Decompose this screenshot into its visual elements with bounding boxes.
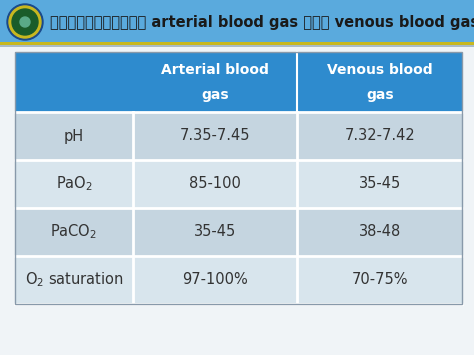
- Bar: [15, 112, 462, 160]
- Bar: [15, 52, 462, 112]
- Text: 35-45: 35-45: [359, 176, 401, 191]
- Text: เปรียบเทียบ arterial blood gas และ venous blood gas: เปรียบเทียบ arterial blood gas และ venou…: [50, 15, 474, 29]
- Bar: [15, 256, 462, 304]
- Text: 97-100%: 97-100%: [182, 273, 248, 288]
- Text: 7.35-7.45: 7.35-7.45: [180, 129, 250, 143]
- Text: 7.32-7.42: 7.32-7.42: [345, 129, 415, 143]
- Circle shape: [12, 9, 38, 35]
- Circle shape: [20, 17, 30, 27]
- Circle shape: [9, 6, 41, 38]
- Bar: [0, 42, 474, 45]
- Text: $\mathregular{O_2}$ saturation: $\mathregular{O_2}$ saturation: [25, 271, 123, 289]
- Text: $\mathregular{PaCO_2}$: $\mathregular{PaCO_2}$: [50, 223, 98, 241]
- Circle shape: [7, 4, 43, 40]
- Bar: [0, 0, 474, 45]
- Text: Arterial blood
gas: Arterial blood gas: [161, 62, 269, 102]
- Bar: [0, 45, 474, 47]
- Bar: [15, 208, 462, 256]
- Text: 85-100: 85-100: [189, 176, 241, 191]
- Text: 70-75%: 70-75%: [352, 273, 408, 288]
- Text: $\mathregular{PaO_2}$: $\mathregular{PaO_2}$: [55, 175, 92, 193]
- Text: 38-48: 38-48: [359, 224, 401, 240]
- Text: Venous blood
gas: Venous blood gas: [327, 62, 433, 102]
- Text: 35-45: 35-45: [194, 224, 237, 240]
- Text: pH: pH: [64, 129, 84, 143]
- Bar: [15, 52, 462, 304]
- Bar: [15, 160, 462, 208]
